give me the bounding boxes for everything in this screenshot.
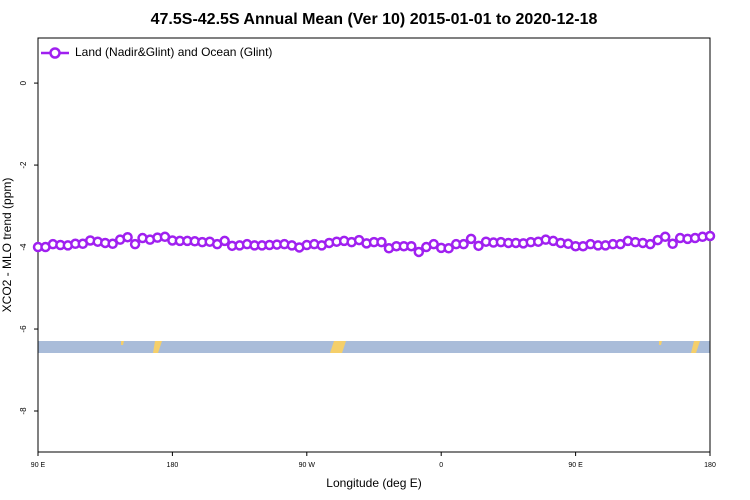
surface-band bbox=[38, 341, 710, 353]
land-marks bbox=[121, 341, 700, 353]
point bbox=[659, 231, 671, 243]
y-tick-label: -6 bbox=[19, 325, 28, 333]
point bbox=[219, 235, 230, 247]
y-axis-title: XCO2 - MLO trend (ppm) bbox=[0, 178, 14, 313]
legend-marker bbox=[49, 47, 61, 59]
legend-label: Land (Nadir&Glint) and Ocean (Glint) bbox=[75, 45, 272, 59]
point bbox=[413, 246, 425, 258]
x-tick-label: 90 W bbox=[299, 462, 316, 469]
point bbox=[473, 240, 484, 252]
y-tick-label: -4 bbox=[19, 243, 28, 251]
x-tick-label: 90 E bbox=[31, 462, 46, 469]
point bbox=[107, 238, 118, 250]
x-tick-label: 180 bbox=[704, 462, 716, 469]
y-tick-label: -2 bbox=[19, 161, 28, 169]
x-tick-label: 0 bbox=[439, 462, 443, 469]
y-tick-label: -8 bbox=[19, 407, 28, 415]
point bbox=[129, 238, 141, 250]
x-tick-label: 90 E bbox=[568, 462, 583, 469]
point bbox=[443, 243, 454, 254]
point bbox=[122, 231, 133, 243]
point bbox=[667, 238, 678, 250]
chart-title: 47.5S-42.5S Annual Mean (Ver 10) 2015-01… bbox=[151, 11, 598, 28]
point bbox=[458, 238, 469, 250]
y-tick-label: 0 bbox=[19, 80, 28, 85]
point bbox=[645, 238, 656, 250]
point bbox=[406, 240, 417, 252]
x-tick-label: 180 bbox=[167, 462, 179, 469]
x-axis-title: Longitude (deg E) bbox=[326, 476, 421, 490]
point bbox=[465, 233, 477, 245]
point bbox=[704, 230, 716, 242]
point bbox=[376, 236, 387, 248]
